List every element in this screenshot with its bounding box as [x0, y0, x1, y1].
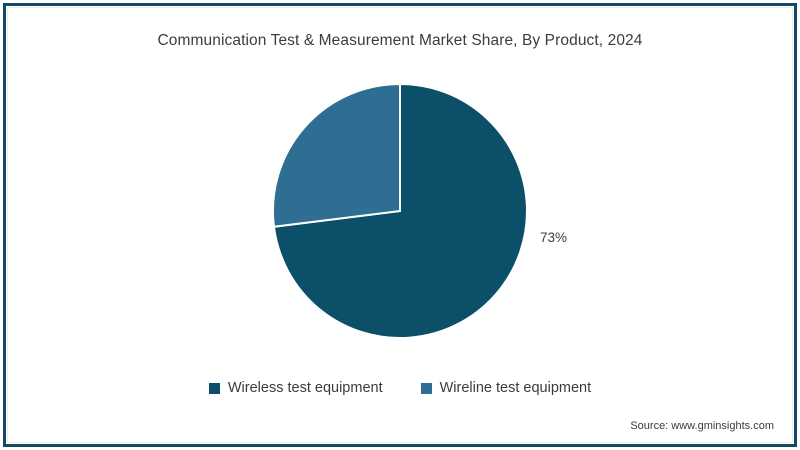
pie-data-label-wireless: 73%: [540, 230, 568, 245]
source-attribution: Source: www.gminsights.com: [630, 420, 774, 432]
legend-swatch-icon: [420, 382, 432, 394]
legend-item-wireless-test-equipment[interactable]: Wireless test equipment: [208, 380, 383, 396]
chart-title: Communication Test & Measurement Market …: [157, 32, 643, 49]
legend-label: Wireline test equipment: [439, 380, 592, 396]
legend-item-wireline-test-equipment[interactable]: Wireline test equipment: [420, 380, 592, 396]
chart-legend: Wireless test equipment Wireline test eq…: [0, 380, 800, 396]
legend-swatch-icon: [208, 382, 220, 394]
pie-chart-plot-area: [273, 84, 527, 338]
pie-svg: [273, 84, 527, 338]
legend-label: Wireless test equipment: [227, 380, 383, 396]
pie-slice-wireline-test-equipment[interactable]: [273, 84, 401, 228]
